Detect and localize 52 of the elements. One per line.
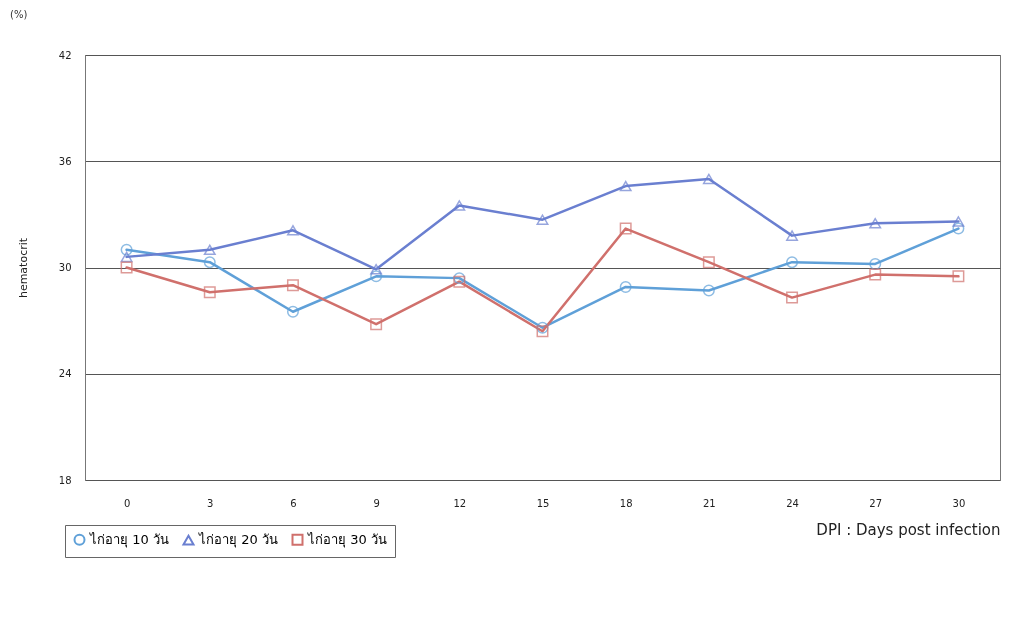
point (702, 284, 715, 297)
x-tick-label: 9 (373, 497, 380, 509)
y-tick-label: 24 (58, 368, 72, 380)
point (952, 216, 965, 227)
x-tick-label: 0 (123, 497, 131, 509)
point (786, 291, 799, 304)
legend-label: ไก่อายุ 10 วัน (89, 531, 169, 548)
point (869, 217, 882, 229)
y-tick-label: 36 (58, 155, 72, 167)
point (370, 318, 383, 331)
y-axis-title: hematocrit (16, 237, 30, 299)
x-tick-label: 27 (869, 497, 883, 509)
y-tick-label: 18 (58, 474, 72, 486)
point (869, 257, 882, 270)
y-tick-label: 42 (58, 49, 72, 61)
point (370, 270, 383, 283)
x-tick-label: 18 (619, 497, 633, 509)
point (869, 268, 882, 281)
point (536, 214, 549, 225)
legend-label: ไก่อายุ 20 วัน (198, 532, 278, 549)
x-tick-label: 12 (453, 497, 467, 509)
point (952, 270, 965, 283)
point (786, 230, 799, 241)
point (203, 256, 216, 269)
point (786, 256, 799, 269)
point (619, 180, 632, 192)
point (453, 200, 466, 211)
x-tick-label: 6 (290, 497, 297, 509)
point (120, 251, 133, 263)
point (120, 261, 133, 274)
point (286, 305, 299, 318)
x-tick-label: 24 (786, 497, 799, 509)
point (536, 325, 549, 338)
point (286, 225, 299, 236)
point (702, 173, 715, 185)
text: (%) (10, 9, 28, 20)
point (619, 222, 632, 235)
point (619, 281, 632, 293)
legend-label: ไก่อายุ 30 วัน (307, 531, 387, 548)
x-axis-title: DPI : Days post infection (816, 520, 1001, 539)
point (203, 244, 216, 256)
point (120, 243, 133, 256)
x-tick-label: 15 (536, 497, 550, 509)
y-tick-label: 30 (58, 262, 72, 273)
point (702, 256, 715, 269)
point (286, 279, 299, 292)
x-tick-label: 30 (952, 497, 966, 509)
point (370, 263, 383, 275)
point (952, 222, 965, 235)
point (203, 286, 216, 299)
x-tick-label: 21 (703, 497, 716, 509)
x-tick-label: 3 (207, 497, 214, 509)
